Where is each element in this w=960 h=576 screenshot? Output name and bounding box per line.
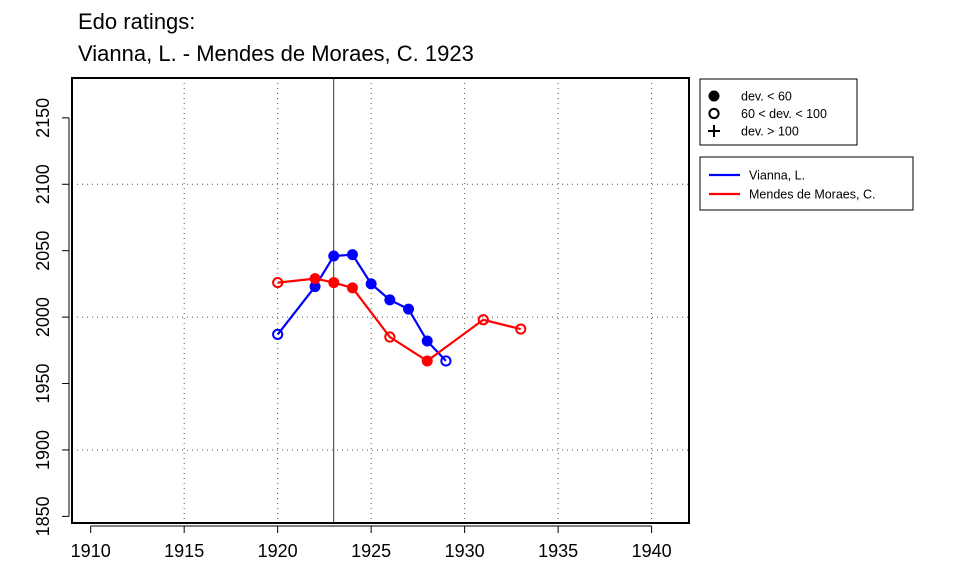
- x-tick-label-1925: 1925: [351, 541, 391, 561]
- series-1-point-1933: [515, 323, 527, 335]
- series-0-point-1925: [365, 278, 377, 290]
- y-tick-label-1950: 1950: [33, 363, 53, 403]
- y-tick-label-2050: 2050: [33, 231, 53, 271]
- y-tick-label-2150: 2150: [33, 98, 53, 138]
- series-0-point-1929: [440, 355, 452, 367]
- legend-series-label-0: Vianna, L.: [749, 169, 805, 183]
- y-tick-label-1900: 1900: [33, 430, 53, 470]
- series-0: [272, 249, 452, 367]
- chart-title-line-1: Edo ratings:: [78, 9, 195, 34]
- series-0-point-1923: [328, 250, 340, 262]
- legend-marker-label-2: dev. > 100: [741, 125, 799, 139]
- x-tick-label-1920: 1920: [258, 541, 298, 561]
- series-0-point-1924: [346, 249, 358, 261]
- series-line-0: [276, 253, 447, 362]
- x-tick-label-1910: 1910: [71, 541, 111, 561]
- legend-marker-label-0: dev. < 60: [741, 90, 792, 104]
- grid-lines: [72, 78, 689, 523]
- legend-marker-label-1: 60 < dev. < 100: [741, 107, 827, 121]
- series-1-point-1922: [309, 273, 321, 285]
- legend-deviation: dev. < 60 60 < dev. < 100 dev. > 100: [699, 78, 858, 146]
- series-1-point-1923: [328, 277, 340, 289]
- series-0-point-1928: [421, 335, 433, 347]
- series-1-point-1928: [421, 355, 433, 367]
- legend-marker-filled-icon: [708, 90, 720, 102]
- series-layer: [272, 249, 527, 367]
- series-1-point-1920: [272, 276, 284, 289]
- series-1: [272, 273, 527, 367]
- series-1-point-1924: [346, 282, 358, 294]
- series-1-point-1926: [384, 331, 396, 343]
- y-tick-label-1850: 1850: [33, 496, 53, 536]
- series-0-point-1927: [403, 303, 415, 315]
- series-0-point-1926: [384, 294, 396, 306]
- legend-series-label-1: Mendes de Moraes, C.: [749, 188, 875, 202]
- y-tick-label-2100: 2100: [33, 164, 53, 204]
- x-tick-label-1935: 1935: [538, 541, 578, 561]
- x-tick-label-1930: 1930: [445, 541, 485, 561]
- legend-players-box: [699, 156, 914, 211]
- legend-players: Vianna, L. Mendes de Moraes, C.: [699, 156, 914, 211]
- x-tick-label-1915: 1915: [164, 541, 204, 561]
- legend-marker-plus-icon: [708, 125, 720, 137]
- series-1-point-1931: [477, 314, 489, 326]
- legend-deviation-box: [699, 78, 858, 146]
- chart-title-line-2: Vianna, L. - Mendes de Moraes, C. 1923: [78, 41, 474, 66]
- plot-border: [71, 77, 690, 524]
- axes: 1910 1915 1920 1925 1930 1935 1940 1850 1900 1950…: [33, 98, 672, 561]
- series-0-point-1920: [272, 328, 284, 340]
- y-tick-label-2000: 2000: [33, 297, 53, 337]
- x-tick-label-1940: 1940: [632, 541, 672, 561]
- legend-marker-open-icon: [708, 107, 720, 120]
